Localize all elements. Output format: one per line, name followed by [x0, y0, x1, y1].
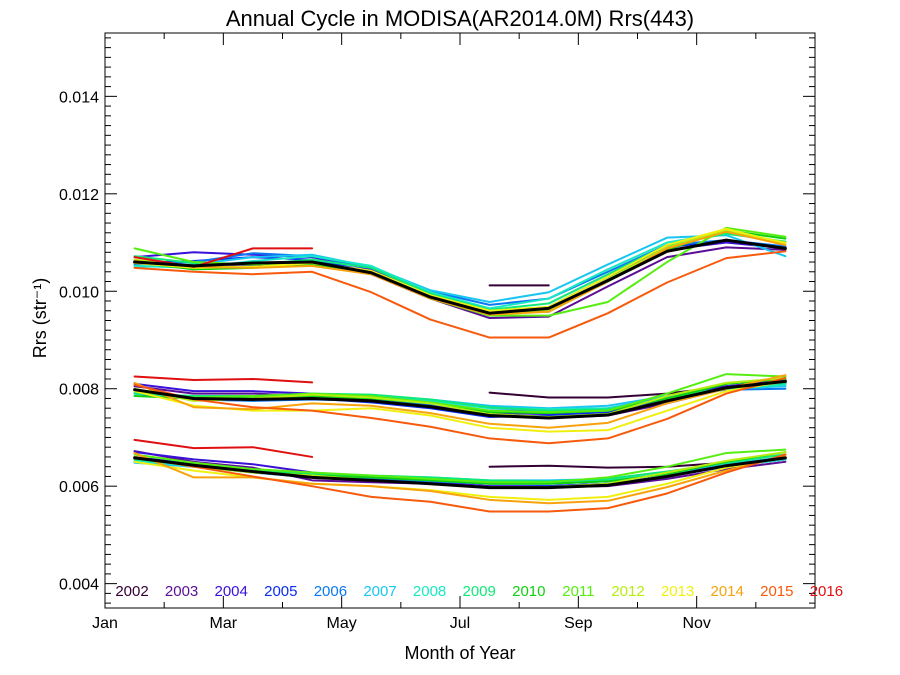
y-tick-label: 0.010 [59, 284, 99, 301]
series-line-2011-1 [133, 373, 787, 414]
legend-item-2010: 2010 [512, 583, 545, 600]
y-tick-label: 0.012 [59, 187, 99, 204]
axes-layer: Jan Mar May Jul Sep Nov 0.004 0.006 0.008 0.010 0.… [59, 32, 816, 632]
series-line-2015-2 [133, 453, 787, 513]
legend-item-2016: 2016 [810, 583, 843, 600]
series-line-mean-0 [133, 238, 787, 315]
legend-item-2012: 2012 [611, 583, 644, 600]
x-axis-label: Month of Year [404, 643, 515, 663]
series-layer [133, 226, 787, 513]
legend-item-2009: 2009 [463, 583, 496, 600]
series-line-2016-1 [133, 375, 314, 384]
series-line-2016-0 [133, 247, 314, 268]
y-tick-label: 0.008 [59, 382, 99, 399]
series-line-mean-2 [133, 456, 787, 490]
x-tick-label: Mar [210, 615, 238, 632]
y-axis-label: Rrs (str⁻¹) [30, 278, 50, 358]
series-line-2014-2 [133, 452, 787, 505]
legend-item-2008: 2008 [413, 583, 446, 600]
series-line-2015-1 [133, 377, 787, 445]
y-tick-label: 0.014 [59, 89, 99, 106]
chart-title: Annual Cycle in MODISA(AR2014.0M) Rrs(44… [226, 6, 694, 31]
legend-item-2014: 2014 [711, 583, 744, 600]
x-tick-label: Jan [92, 615, 118, 632]
legend-item-2011: 2011 [562, 583, 594, 600]
legend-item-2002: 2002 [115, 583, 148, 600]
series-line-2015-0 [133, 250, 787, 339]
y-tick-label: 0.006 [59, 479, 99, 496]
legend-item-2003: 2003 [165, 583, 198, 600]
y-tick-label: 0.004 [59, 577, 99, 594]
legend-item-2013: 2013 [661, 583, 694, 600]
legend-item-2005: 2005 [264, 583, 297, 600]
series-line-2013-2 [133, 455, 787, 501]
series-line-2014-1 [133, 374, 787, 429]
x-tick-label: Sep [564, 615, 593, 632]
x-tick-label: May [327, 615, 357, 632]
legend-item-2004: 2004 [215, 583, 248, 600]
x-tick-label: Jul [450, 615, 470, 632]
series-line-2016-2 [133, 438, 314, 458]
legend-item-2007: 2007 [363, 583, 396, 600]
legend-item-2006: 2006 [314, 583, 347, 600]
legend-item-2015: 2015 [760, 583, 793, 600]
series-line-mean-1 [133, 379, 787, 420]
series-line-2007-0 [133, 234, 787, 303]
legend: 2002 2003 2004 2005 2006 2007 2008 2009 2010 2011… [115, 583, 843, 600]
x-tick-label: Nov [682, 615, 710, 632]
series-line-2011-2 [133, 448, 787, 484]
